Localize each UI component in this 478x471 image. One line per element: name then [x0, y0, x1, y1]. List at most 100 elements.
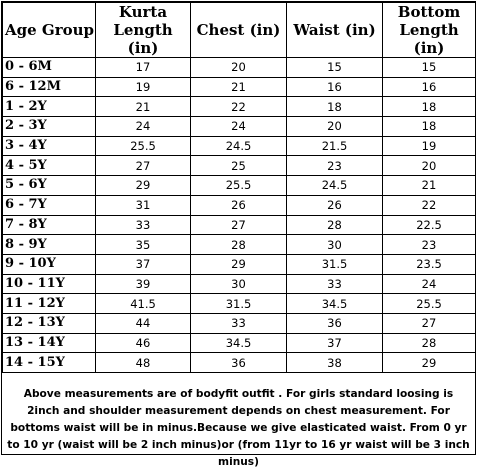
cell-bottom-length: 20: [382, 155, 476, 177]
cell-chest: 27: [190, 214, 287, 236]
cell-kurta-length: 21: [95, 96, 191, 118]
cell-kurta-length: 25.5: [95, 135, 191, 157]
cell-age-group: 7 - 8Y: [2, 214, 96, 236]
cell-bottom-length: 25.5: [382, 293, 476, 314]
cell-bottom-length: 21: [382, 175, 476, 196]
size-table: Age Group Kurta Length (in) Chest (in) W…: [2, 2, 476, 373]
cell-waist: 33: [286, 273, 383, 295]
cell-bottom-length: 19: [382, 135, 476, 157]
cell-kurta-length: 33: [95, 214, 191, 236]
header-row: Age Group Kurta Length (in) Chest (in) W…: [2, 2, 476, 58]
cell-chest: 20: [190, 57, 287, 78]
table-row: 2 - 3Y 24 24 20 18: [2, 116, 476, 137]
cell-bottom-length: 22: [382, 194, 476, 216]
cell-chest: 36: [190, 352, 287, 373]
cell-waist: 30: [286, 234, 383, 255]
cell-age-group: 10 - 11Y: [2, 273, 96, 295]
cell-waist: 28: [286, 214, 383, 236]
cell-chest: 31.5: [190, 293, 287, 314]
cell-waist: 23: [286, 155, 383, 177]
cell-age-group: 14 - 15Y: [2, 352, 96, 373]
cell-chest: 24.5: [190, 135, 287, 157]
cell-age-group: 12 - 13Y: [2, 312, 96, 334]
cell-chest: 29: [190, 253, 287, 275]
cell-chest: 33: [190, 312, 287, 334]
cell-age-group: 9 - 10Y: [2, 253, 96, 275]
cell-chest: 34.5: [190, 332, 287, 354]
cell-waist: 20: [286, 116, 383, 137]
cell-chest: 25.5: [190, 175, 287, 196]
header-chest: Chest (in): [190, 2, 287, 58]
table-row: 8 - 9Y 35 28 30 23: [2, 234, 476, 255]
table-row: 4 - 5Y 27 25 23 20: [2, 155, 476, 177]
cell-waist: 38: [286, 352, 383, 373]
cell-bottom-length: 27: [382, 312, 476, 334]
header-waist: Waist (in): [286, 2, 383, 58]
cell-waist: 31.5: [286, 253, 383, 275]
cell-bottom-length: 22.5: [382, 214, 476, 236]
cell-age-group: 4 - 5Y: [2, 155, 96, 177]
cell-chest: 28: [190, 234, 287, 255]
cell-chest: 21: [190, 76, 287, 98]
cell-kurta-length: 29: [95, 175, 191, 196]
cell-waist: 24.5: [286, 175, 383, 196]
table-row: 9 - 10Y 37 29 31.5 23.5: [2, 253, 476, 275]
measurement-note: Above measurements are of bodyfit outfit…: [7, 388, 470, 468]
cell-bottom-length: 23: [382, 234, 476, 255]
cell-chest: 30: [190, 273, 287, 295]
cell-bottom-length: 29: [382, 352, 476, 373]
cell-age-group: 5 - 6Y: [2, 175, 96, 196]
cell-kurta-length: 48: [95, 352, 191, 373]
cell-chest: 24: [190, 116, 287, 137]
table-row: 12 - 13Y 44 33 36 27: [2, 312, 476, 334]
cell-waist: 36: [286, 312, 383, 334]
table-row: 0 - 6M 17 20 15 15: [2, 57, 476, 78]
cell-kurta-length: 27: [95, 155, 191, 177]
cell-bottom-length: 15: [382, 57, 476, 78]
cell-kurta-length: 44: [95, 312, 191, 334]
cell-bottom-length: 23.5: [382, 253, 476, 275]
table-row: 6 - 12M 19 21 16 16: [2, 76, 476, 98]
cell-waist: 37: [286, 332, 383, 354]
table-row: 11 - 12Y 41.5 31.5 34.5 25.5: [2, 293, 476, 314]
cell-waist: 18: [286, 96, 383, 118]
cell-bottom-length: 28: [382, 332, 476, 354]
cell-waist: 16: [286, 76, 383, 98]
cell-chest: 26: [190, 194, 287, 216]
cell-age-group: 1 - 2Y: [2, 96, 96, 118]
cell-age-group: 6 - 12M: [2, 76, 96, 98]
cell-bottom-length: 16: [382, 76, 476, 98]
cell-kurta-length: 37: [95, 253, 191, 275]
cell-waist: 15: [286, 57, 383, 78]
cell-age-group: 8 - 9Y: [2, 234, 96, 255]
table-row: 13 - 14Y 46 34.5 37 28: [2, 332, 476, 354]
cell-kurta-length: 35: [95, 234, 191, 255]
cell-kurta-length: 24: [95, 116, 191, 137]
cell-kurta-length: 39: [95, 273, 191, 295]
header-kurta-length: Kurta Length (in): [95, 2, 191, 58]
cell-age-group: 11 - 12Y: [2, 293, 96, 314]
table-row: 7 - 8Y 33 27 28 22.5: [2, 214, 476, 236]
table-row: 6 - 7Y 31 26 26 22: [2, 194, 476, 216]
cell-chest: 25: [190, 155, 287, 177]
table-row: 5 - 6Y 29 25.5 24.5 21: [2, 175, 476, 196]
cell-kurta-length: 41.5: [95, 293, 191, 314]
cell-bottom-length: 24: [382, 273, 476, 295]
cell-bottom-length: 18: [382, 116, 476, 137]
cell-bottom-length: 18: [382, 96, 476, 118]
cell-kurta-length: 31: [95, 194, 191, 216]
table-body: 0 - 6M 17 20 15 15 6 - 12M 19 21 16 16 1 - 2Y 21 22 1…: [2, 57, 476, 373]
cell-waist: 26: [286, 194, 383, 216]
cell-age-group: 3 - 4Y: [2, 135, 96, 157]
cell-kurta-length: 46: [95, 332, 191, 354]
cell-kurta-length: 19: [95, 76, 191, 98]
cell-age-group: 2 - 3Y: [2, 116, 96, 137]
cell-waist: 34.5: [286, 293, 383, 314]
table-row: 10 - 11Y 39 30 33 24: [2, 273, 476, 295]
table-row: 3 - 4Y 25.5 24.5 21.5 19: [2, 135, 476, 157]
table-row: 1 - 2Y 21 22 18 18: [2, 96, 476, 118]
cell-waist: 21.5: [286, 135, 383, 157]
cell-age-group: 6 - 7Y: [2, 194, 96, 216]
header-age-group: Age Group: [2, 2, 96, 58]
